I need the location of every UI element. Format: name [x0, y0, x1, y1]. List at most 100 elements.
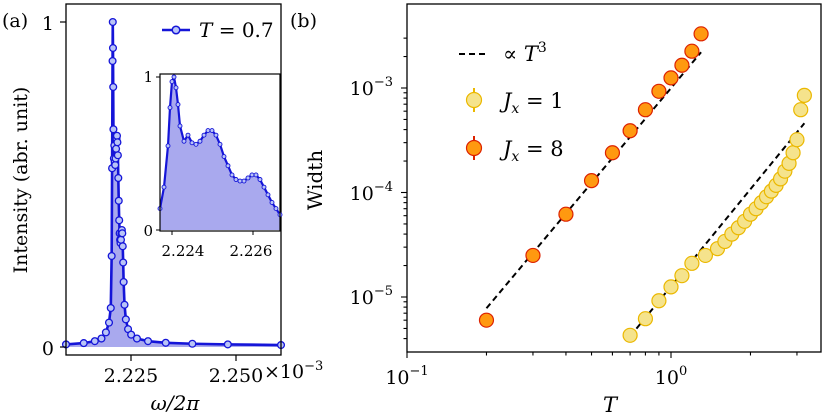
panel-b-jx1-point [674, 268, 690, 284]
inset-point [237, 178, 243, 184]
panel-a-y-axis-label: Intensity (abr. unit) [10, 87, 32, 274]
inset-point [167, 105, 173, 111]
inset-point [201, 132, 207, 138]
panel-b-fit-line [485, 51, 702, 309]
panel-a-point [121, 315, 130, 324]
panel-a-point [143, 337, 153, 346]
inset-point [209, 128, 215, 134]
panel-b-jx1-point [663, 279, 679, 295]
inset-point [205, 128, 211, 134]
panel-b-jx8-point [674, 57, 690, 73]
inset-point [169, 79, 175, 85]
legend-b-jx8-marker [465, 139, 483, 157]
inset-point [233, 177, 239, 182]
panel-a-point [118, 242, 127, 251]
legend-a-label: T = 0.7 [199, 18, 274, 42]
inset-xtick-1-label: 2.224 [162, 242, 205, 260]
panel-a-point [79, 339, 88, 348]
panel-a-y-ticks: 0 1 [42, 13, 66, 360]
panel-a-label: (a) [2, 10, 28, 32]
panel-a-point [132, 334, 141, 343]
inset-point [185, 132, 191, 138]
legend-b-jx8-label: Jx = 8 [499, 137, 564, 165]
panel-a-point [114, 173, 123, 183]
panel-b-jx8-point [622, 123, 638, 139]
panel-b-jx8-point [583, 172, 600, 189]
inset-point [217, 141, 223, 147]
panel-a-x-multiplier: ×10−3 [264, 359, 323, 383]
inset-point [253, 172, 259, 178]
panel-a-point [118, 229, 127, 238]
panel-a-frame [65, 3, 282, 356]
panel-b: (b) 10−5 10−4 10−3 10−1 100 T Width ∝ T3… [290, 3, 822, 417]
inset-point [269, 200, 275, 205]
panel-b-jx1-point [785, 145, 801, 161]
inset-fill-area [160, 77, 280, 230]
panel-a-point [161, 338, 170, 347]
panel-b-x-axis-label: T [603, 393, 619, 417]
inset-point [193, 141, 199, 147]
panel-a-point [109, 125, 118, 134]
panel-b-x-tick-labels: 10−1 100 [385, 364, 687, 389]
inset-xtick-2-label: 2.226 [230, 242, 273, 260]
inset-point [261, 184, 267, 190]
panel-a-xtick-2-label: 2.250 [209, 365, 263, 387]
inset-point [197, 138, 203, 144]
panel-b-label: (b) [290, 10, 317, 32]
panel-b-y-axis-label: Width [303, 150, 327, 210]
panel-b-plot-area [478, 26, 812, 343]
legend-b-fit-label: ∝ T3 [503, 40, 547, 66]
panel-b-jx8-point [693, 26, 709, 42]
inset-point [213, 132, 219, 138]
panel-a-point [119, 277, 128, 287]
panel-a-point [223, 340, 232, 349]
inset-point [165, 143, 171, 149]
panel-b-minor-ticks [401, 37, 798, 358]
panel-b-jx1-point [796, 87, 812, 103]
panel-a-fill-area [66, 22, 281, 347]
panel-b-frame [406, 3, 822, 353]
panel-b-jx8-point [684, 43, 700, 59]
panel-b-jx8-point [637, 102, 654, 118]
inset-point [257, 177, 263, 182]
inset-point [245, 175, 251, 181]
panel-b-jx8-point [478, 312, 495, 328]
panel-b-jx1-point [684, 255, 700, 271]
panel-a-point [107, 251, 116, 261]
inset-frame [159, 73, 281, 232]
panel-a-point [113, 138, 122, 147]
panel-a-point [120, 300, 129, 309]
panel-a-ytick-1-label: 1 [42, 13, 54, 35]
panel-b-ytick-1e-4: 10−4 [350, 180, 393, 205]
inset-point [221, 154, 227, 160]
panel-b-jx8-point [651, 83, 667, 99]
panel-a-point [109, 82, 118, 92]
panel-a-point [116, 235, 126, 244]
inset-point [229, 172, 235, 178]
panel-a-point [127, 330, 136, 339]
panel-a-point [119, 258, 128, 267]
inset-series-line [158, 75, 281, 216]
inset-point [177, 123, 183, 129]
inset-ytick-1-label: 1 [143, 68, 153, 86]
inset-point [241, 178, 247, 184]
panel-a-point [114, 196, 123, 205]
panel-a-x-axis-label: ω/2π [151, 391, 201, 415]
inset-point [173, 85, 179, 91]
inset-point [249, 172, 255, 178]
panel-a-legend: T = 0.7 [162, 18, 274, 42]
panel-a-x-ticks: 2.225 2.250 ×10−3 [104, 355, 323, 387]
panel-a-point [101, 328, 110, 337]
inset-point [189, 140, 195, 146]
panel-a-point [113, 151, 122, 160]
panel-a-point [115, 216, 124, 225]
inset-point [225, 163, 231, 169]
inset-point [171, 74, 177, 80]
panel-b-jx1-point [622, 327, 638, 343]
legend-b-jx1-label: Jx = 1 [499, 89, 564, 117]
panel-b-legend: ∝ T3 Jx = 1 Jx = 8 [459, 40, 564, 165]
panel-b-xtick-1e0: 100 [655, 364, 687, 389]
inset-point [161, 184, 167, 190]
panel-b-jx8-point [525, 247, 541, 264]
